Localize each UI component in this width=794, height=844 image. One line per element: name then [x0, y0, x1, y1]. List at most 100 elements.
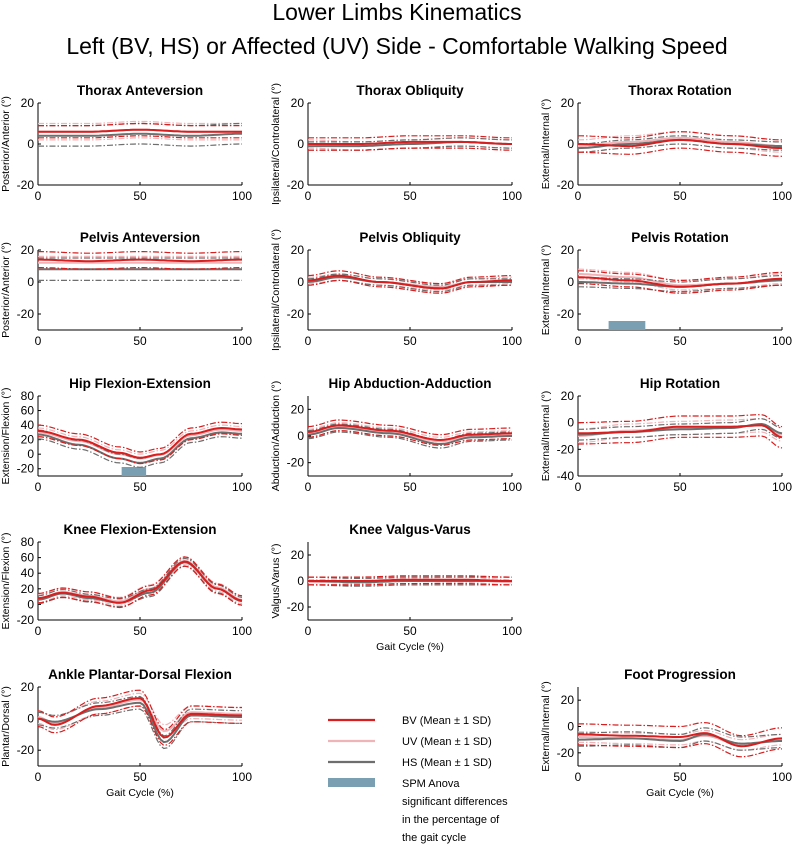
series-hs-lower-sd — [308, 145, 512, 151]
y-axis-label: Abduction/Adduction (°) — [270, 381, 282, 491]
y-tick-label: 20 — [561, 243, 575, 257]
series-bv-upper-sd — [308, 135, 512, 139]
series-bv-mean — [38, 128, 242, 133]
y-tick-label: 0 — [567, 720, 574, 734]
series-bv-upper-sd — [307, 419, 512, 436]
series-bv-mean — [37, 560, 243, 604]
figure-title-line1: Lower Limbs Kinematics — [272, 0, 521, 25]
chart-title: Pelvis Obliquity — [359, 230, 461, 245]
series-hs-upper-sd — [37, 557, 243, 600]
series-hs-lower-sd — [578, 284, 782, 293]
series-bv-upper-sd — [577, 414, 783, 428]
x-tick-label: 0 — [575, 189, 582, 203]
y-tick-label: 20 — [291, 243, 305, 257]
series-bv-lower-sd — [578, 435, 783, 449]
chart-title: Foot Progression — [624, 667, 736, 682]
chart-knee-flexion-extension: Knee Flexion-Extension Extension/Flexion … — [0, 522, 252, 638]
y-axis-label: Posterior/Anterior (°) — [0, 242, 12, 338]
legend-spm-line4: the gait cycle — [402, 832, 466, 844]
y-tick-label: 20 — [561, 96, 575, 110]
y-tick-label: -20 — [287, 600, 305, 614]
figure-title-line2: Left (BV, HS) or Affected (UV) Side - Co… — [66, 33, 727, 59]
y-axis-label: Valgus/Varus (°) — [270, 543, 282, 618]
y-axis-label: Plantar/Dorsal (°) — [0, 686, 12, 767]
x-tick-label: 50 — [133, 770, 147, 784]
y-axis-label: Extension/Flexion (°) — [0, 533, 12, 630]
x-tick-label: 0 — [305, 334, 312, 348]
series-bv-lower-sd — [38, 135, 242, 139]
x-tick-label: 100 — [232, 624, 252, 638]
spm-significance-bar — [121, 467, 147, 476]
x-tick-label: 0 — [575, 770, 582, 784]
series-bv-lower-sd — [308, 583, 512, 586]
x-tick-label: 100 — [232, 334, 252, 348]
series-bv-mean — [578, 732, 783, 748]
y-tick-label: 20 — [21, 680, 35, 694]
y-tick-label: -20 — [557, 178, 575, 192]
y-tick-label: 40 — [21, 566, 35, 580]
chart-ankle-plantar-dorsal-flexion: Ankle Plantar-Dorsal Flexion Plantar/Dors… — [0, 667, 252, 799]
chart-title: Knee Valgus-Varus — [349, 522, 471, 537]
x-tick-label: 100 — [772, 189, 792, 203]
series-uv-upper-sd — [37, 424, 243, 455]
series-uv-lower-sd — [38, 137, 242, 141]
y-tick-label: -20 — [287, 307, 305, 321]
x-tick-label: 100 — [502, 334, 522, 348]
y-tick-label: 40 — [21, 418, 35, 432]
series-bv-mean — [38, 258, 242, 263]
series-bv-upper-sd — [37, 556, 243, 599]
x-tick-label: 0 — [575, 480, 582, 494]
x-tick-label: 0 — [35, 189, 42, 203]
y-tick-label: -20 — [287, 178, 305, 192]
y-tick-label: 20 — [21, 582, 35, 596]
y-axis-label: Ipsilateral/Controlateral (°) — [270, 83, 282, 205]
series-bv-upper-sd — [37, 689, 242, 731]
spm-significance-bar — [608, 321, 646, 330]
x-tick-label: 100 — [232, 189, 252, 203]
x-tick-label: 0 — [35, 480, 42, 494]
y-tick-label: -20 — [17, 307, 35, 321]
x-tick-label: 0 — [305, 189, 312, 203]
y-tick-label: 0 — [567, 275, 574, 289]
series-bv-lower-sd — [37, 705, 242, 747]
y-tick-label: 0 — [27, 275, 34, 289]
y-tick-label: 0 — [297, 275, 304, 289]
series-bv-mean — [308, 140, 512, 145]
legend-label-bv: BV (Mean ± 1 SD) — [402, 715, 491, 727]
x-tick-label: 100 — [502, 624, 522, 638]
series-bv-mean — [307, 424, 513, 442]
x-tick-label: 50 — [673, 770, 687, 784]
x-tick-label: 50 — [403, 189, 417, 203]
legend-label-hs: HS (Mean ± 1 SD) — [402, 757, 492, 769]
x-tick-label: 0 — [305, 480, 312, 494]
series-hs-upper-sd — [578, 418, 783, 430]
series-bv-upper-sd — [38, 122, 242, 127]
y-tick-label: -20 — [17, 743, 35, 757]
series-hs-lower-sd — [308, 584, 512, 587]
chart-thorax-obliquity: Thorax Obliquity Ipsilateral/Controlatera… — [270, 83, 522, 205]
x-tick-label: 0 — [35, 624, 42, 638]
series-bv-mean — [578, 424, 783, 439]
y-tick-label: 60 — [21, 551, 35, 565]
y-tick-label: 0 — [567, 137, 574, 151]
legend-spm-line1: SPM Anova — [402, 778, 460, 790]
series-bv-lower-sd — [37, 565, 243, 609]
chart-title: Thorax Rotation — [628, 83, 732, 98]
y-tick-label: -20 — [557, 307, 575, 321]
y-tick-label: 20 — [561, 389, 575, 403]
y-tick-label: 80 — [21, 535, 35, 549]
y-tick-label: -20 — [17, 462, 35, 476]
y-axis-label: External/Internal (°) — [540, 99, 552, 190]
y-tick-label: 80 — [21, 389, 35, 403]
legend-spm-line2: significant differences — [402, 796, 508, 808]
series-hs-lower-sd — [307, 431, 512, 449]
y-axis-label: External/Internal (°) — [540, 681, 552, 772]
y-tick-label: 0 — [27, 597, 34, 611]
y-tick-label: -20 — [287, 456, 305, 470]
chart-title: Ankle Plantar-Dorsal Flexion — [48, 667, 232, 682]
y-tick-label: 20 — [291, 96, 305, 110]
x-tick-label: 100 — [772, 770, 792, 784]
x-tick-label: 50 — [133, 480, 147, 494]
